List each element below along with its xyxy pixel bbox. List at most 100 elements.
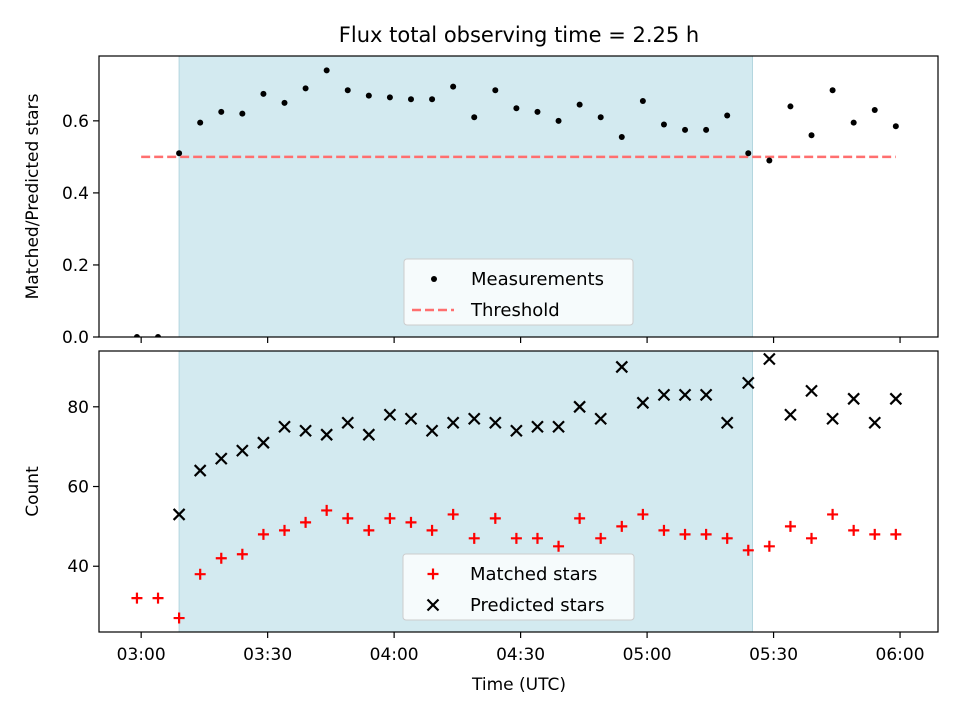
measurements-point [639,98,646,105]
predicted-stars-point [826,412,839,426]
predicted-stars-point [615,360,629,374]
y-axis-label: Matched/Predicted stars [23,93,43,299]
measurements-point [450,83,457,90]
measurements-point [660,121,667,128]
matched-stars-point [658,524,670,536]
matched-stars-point [215,552,227,564]
predicted-stars-point [784,408,797,422]
measurements-point [471,114,478,121]
matched-stars-point [827,508,839,520]
measurements-point [176,150,183,157]
measurements-point [892,123,899,130]
matched-stars-point [131,592,143,604]
predicted-stars-point [404,412,418,426]
matched-stars-point [279,524,291,536]
predicted-stars-point [320,428,333,441]
matched-stars-point [700,528,712,540]
y-tick-label: 80 [67,398,89,418]
measurements-point [281,99,288,106]
predicted-stars-point [868,416,882,430]
matched-stars-point [637,508,649,520]
y-tick-label: 0.2 [62,256,89,276]
legend: Measurements Threshold [403,258,634,326]
predicted-stars-point [657,388,671,402]
predicted-stars-point [341,416,355,430]
predicted-stars-point [636,396,650,410]
predicted-stars-point [552,420,565,434]
measurements-point [492,87,499,94]
matched-stars-point [784,520,796,532]
measurements-point [555,117,562,124]
matched-stars-point [489,512,501,524]
predicted-stars-point [847,392,860,406]
matched-stars-point [510,532,522,544]
legend-plus-swatch [427,568,439,580]
matched-stars-point [468,532,480,544]
predicted-stars-point [720,416,734,430]
predicted-stars-point [594,412,607,426]
matched-stars-point [426,524,438,536]
matched-stars-point [869,528,881,540]
y-tick-label: 40 [67,557,89,577]
legend-box [403,258,634,326]
x-tick-label: 04:30 [496,645,545,665]
matched-stars-point [616,520,628,532]
matched-stars-point [848,524,860,536]
measurements-point [597,114,604,121]
legend-label: Measurements [471,269,604,290]
matched-stars-point [342,512,354,524]
predicted-stars-point [362,428,376,441]
predicted-stars-point [889,392,903,406]
matched-stars-point [742,544,754,556]
y-tick-label: 0.6 [62,112,89,132]
data-layer [133,67,899,337]
matched-stars-point [384,512,396,524]
measurements-point [766,157,773,164]
matched-stars-point [890,528,902,540]
matched-stars-point [194,568,206,580]
measurements-point [513,105,520,112]
count-panel: 40 60 80 03:00 03:30 04:00 04:30 05:00 05:30 06:0… [23,350,939,665]
measurements-point [787,103,794,110]
matched-stars-point [152,592,164,604]
matched-stars-point [257,528,269,540]
predicted-stars-point [257,436,270,449]
matched-stars-point [806,532,818,544]
y-tick-label: 0.4 [62,184,89,204]
measurements-point [850,119,857,126]
predicted-stars-point [763,352,776,366]
measurements-point [323,67,330,74]
legend-dot-swatch [431,276,437,282]
predicted-stars-point [741,376,755,390]
matched-stars-point [321,504,333,516]
measurements-point [155,334,162,337]
predicted-stars-point [467,412,481,426]
matched-stars-point [363,524,375,536]
measurements-point [724,112,731,119]
predicted-stars-point [425,424,439,437]
measurements-point [197,119,204,126]
predicted-stars-point [510,424,523,437]
x-tick-label: 06:00 [876,645,925,665]
predicted-stars-point [383,408,397,422]
x-tick-label: 04:00 [370,645,419,665]
x-tick-label: 03:30 [243,645,292,665]
predicted-stars-point [531,420,544,434]
measurements-point [133,334,140,337]
measurements-point [829,87,836,94]
matched-stars-point [595,532,607,544]
matched-stars-point [574,512,586,524]
measurements-point [534,108,541,115]
matched-stars-point [173,612,185,624]
x-tick-label: 05:30 [749,645,798,665]
data-layer [131,352,903,624]
measurements-point [618,134,625,141]
predicted-stars-point [699,388,713,402]
legend-label: Threshold [470,300,560,321]
ratio-panel: 0.0 0.2 0.4 0.6 Matched/Predicted stars Measu… [23,55,939,348]
measurements-point [365,92,372,99]
predicted-stars-point [573,400,586,414]
predicted-stars-point [489,416,502,430]
predicted-stars-point [236,444,249,457]
